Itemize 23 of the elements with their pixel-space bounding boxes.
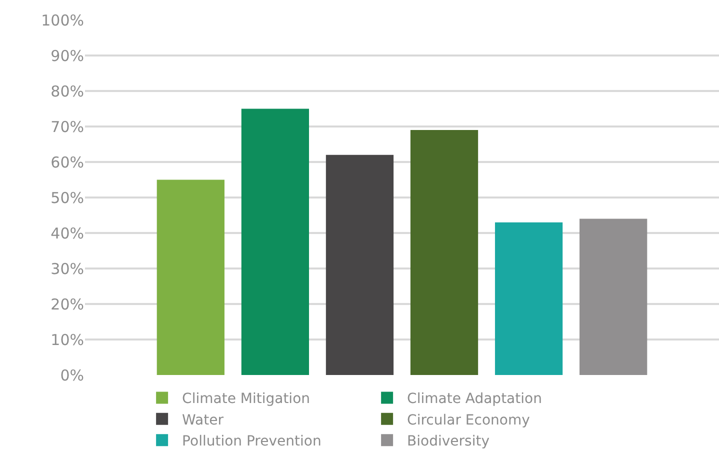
legend-label: Climate Mitigation bbox=[182, 391, 310, 408]
y-tick-label: 50% bbox=[50, 188, 84, 207]
bar bbox=[241, 108, 310, 375]
legend-label: Pollution Prevention bbox=[182, 434, 322, 450]
bar bbox=[410, 130, 478, 375]
y-tick-label: 80% bbox=[50, 82, 84, 100]
y-tick-label: 100% bbox=[41, 11, 84, 30]
y-tick-label: 60% bbox=[50, 153, 84, 172]
bar bbox=[580, 218, 648, 375]
legend-label: Climate Adaptation bbox=[407, 391, 542, 408]
legend-label: Circular Economy bbox=[407, 412, 530, 428]
y-tick-label: 70% bbox=[50, 118, 84, 136]
bar bbox=[326, 154, 394, 375]
y-tick-label: 20% bbox=[50, 295, 84, 314]
y-tick-label: 90% bbox=[50, 46, 84, 65]
y-tick-label: 10% bbox=[50, 330, 84, 349]
legend-label: Biodiversity bbox=[407, 434, 490, 450]
y-tick-label: 40% bbox=[50, 224, 84, 242]
bar bbox=[156, 180, 224, 375]
bar bbox=[494, 222, 563, 375]
legend-label: Water bbox=[182, 412, 224, 428]
y-tick-label: 30% bbox=[50, 260, 84, 278]
y-tick-label: 0% bbox=[60, 366, 84, 384]
